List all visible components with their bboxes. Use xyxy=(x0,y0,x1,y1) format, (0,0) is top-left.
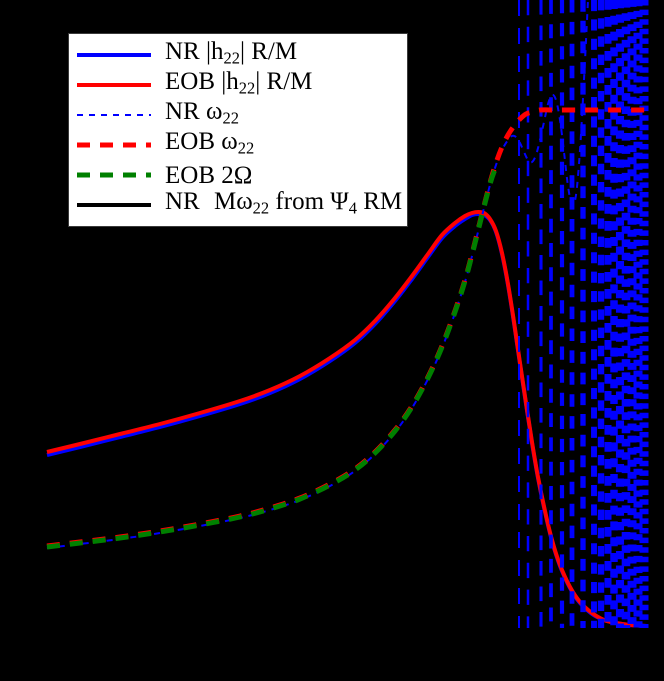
legend-label-nr-omega22: NR ω22 xyxy=(165,98,239,128)
legend-entry-nr-omega22: NR ω22 xyxy=(75,98,399,130)
ringdown-oscillation-nr--22 xyxy=(518,0,649,628)
legend-entry-eob-2omega: EOB 2Ω xyxy=(75,160,399,190)
legend-swatch-eob-h22-icon xyxy=(75,74,153,96)
legend-entry-nr-momega22-psi4: NR Mω22 from Ψ4 RM xyxy=(75,188,403,220)
legend-swatch-eob-omega22-icon xyxy=(75,134,153,156)
series-eob-2- xyxy=(46,164,500,550)
series-eob--h22--r-m xyxy=(46,209,649,628)
legend-label-eob-h22: EOB |h22| R/M xyxy=(165,68,313,98)
legend-entry-eob-omega22: EOB ω22 xyxy=(75,128,399,160)
legend: NR |h22| R/M EOB |h22| R/M NR ω22 EOB ω22 EO… xyxy=(68,33,408,227)
legend-entry-eob-h22: EOB |h22| R/M xyxy=(75,68,399,100)
series-layer xyxy=(46,0,649,628)
legend-label-eob-2omega: EOB 2Ω xyxy=(165,161,253,189)
legend-label-nr-momega22-psi4: NR Mω22 from Ψ4 RM xyxy=(165,188,403,218)
legend-swatch-nr-omega22-icon xyxy=(75,104,153,126)
legend-swatch-eob-2omega-icon xyxy=(75,164,153,186)
legend-label-eob-omega22: EOB ω22 xyxy=(165,128,255,158)
legend-label-nr-h22: NR |h22| R/M xyxy=(165,38,298,68)
legend-swatch-nr-momega22-psi4-icon xyxy=(75,194,153,216)
legend-entry-nr-h22: NR |h22| R/M xyxy=(75,38,399,70)
legend-swatch-nr-h22-icon xyxy=(75,44,153,66)
